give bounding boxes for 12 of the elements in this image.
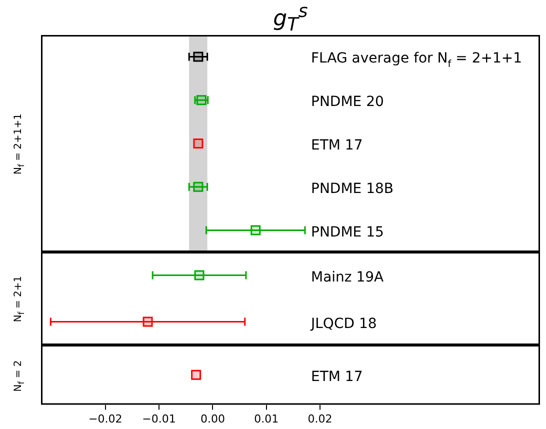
x-tick-label: 0.02: [308, 412, 332, 426]
x-tick-label: 0.00: [200, 412, 225, 426]
category-label: JLQCD 18: [311, 316, 377, 332]
x-tick-label: −0.02: [88, 412, 122, 426]
category-label: PNDME 20: [311, 94, 384, 110]
category-label: ETM 17: [311, 138, 363, 154]
category-label: Mainz 19A: [311, 269, 384, 286]
x-tick-label: −0.01: [142, 412, 176, 426]
category-label: ETM 17: [311, 368, 363, 385]
category-label: PNDME 18B: [311, 180, 394, 197]
x-tick-label: 0.01: [254, 412, 279, 426]
category-label: PNDME 15: [311, 224, 384, 240]
